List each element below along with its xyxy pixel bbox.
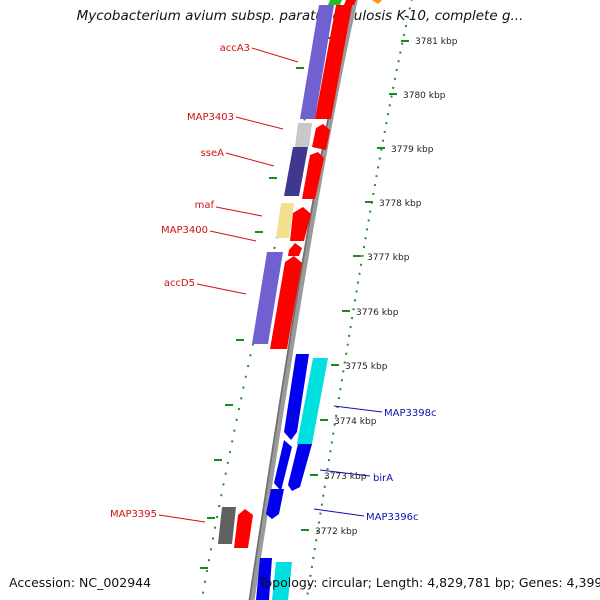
gene-label-MAP3398c[interactable]: MAP3398c [384,408,436,419]
scale-labels: 3781 kbp 3780 kbp 3779 kbp 3778 kbp 3777… [315,37,458,537]
scale-label-3776: 3776 kbp [356,308,399,318]
scale-label-3779: 3779 kbp [391,145,434,155]
gene-MAP3395[interactable] [218,507,253,548]
genome-summary: Topology: circular; Length: 4,829,781 bp… [259,575,600,590]
gene-accA3[interactable] [300,5,352,119]
scale-label-3781: 3781 kbp [415,37,458,47]
gene-MAP3398c[interactable] [274,440,312,491]
callout-lines-forward [313,405,383,517]
scale-label-3777: 3777 kbp [367,253,410,263]
gene-label-accA3[interactable]: accA3 [220,43,250,54]
gene-label-MAP3396c[interactable]: MAP3396c [366,512,418,523]
gene-label-MAP3395[interactable]: MAP3395 [110,509,157,520]
gene-maf[interactable] [276,203,311,241]
gene-label-birA[interactable]: birA [373,473,393,484]
scale-label-3774: 3774 kbp [334,417,377,427]
gene-MAP3396c[interactable] [266,489,284,519]
gene-MAP3403[interactable] [295,123,330,150]
accession-label: Accession: NC_002944 [9,575,152,590]
scale-ticks [301,40,409,531]
gene-accD5[interactable] [252,252,302,349]
gene-forward-block-1[interactable] [284,354,328,444]
gene-partial-top-green[interactable] [328,0,342,5]
scale-label-3773: 3773 kbp [324,472,367,482]
gene-partial-top-red[interactable] [344,0,356,5]
outer-dotted-ring [305,0,413,600]
scale-label-3772: 3772 kbp [315,527,358,537]
callout-lines-reverse [158,47,299,523]
gene-label-sseA[interactable]: sseA [201,148,225,159]
gene-label-MAP3400[interactable]: MAP3400 [161,225,208,236]
scale-label-3775: 3775 kbp [345,362,388,372]
gene-MAP3400[interactable] [288,243,302,256]
gene-label-accD5[interactable]: accD5 [164,278,195,289]
map-title: Mycobacterium avium subsp. paratuberculo… [76,8,524,24]
gene-forward-bottom[interactable] [256,558,292,600]
gene-partial-top-orange[interactable] [372,0,382,4]
gene-label-MAP3403[interactable]: MAP3403 [187,112,234,123]
scale-label-3778: 3778 kbp [379,199,422,209]
gene-sseA[interactable] [284,147,324,199]
scale-label-3780: 3780 kbp [403,91,446,101]
gene-label-maf[interactable]: maf [195,200,215,211]
